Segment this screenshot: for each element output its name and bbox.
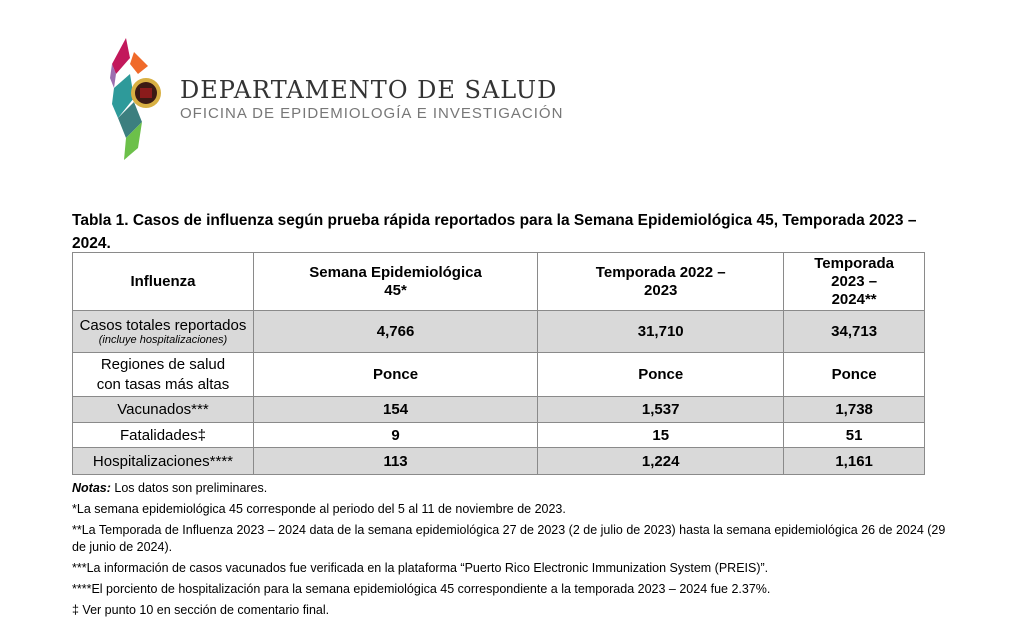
row-label: Regiones de salud con tasas más altas: [72, 352, 254, 397]
cell: 4,766: [252, 310, 539, 353]
col-header: Influenza: [72, 252, 254, 311]
note: ‡ Ver punto 10 en sección de comentario …: [72, 602, 330, 617]
table-row: Vacunados*** 154 1,537 1,738: [72, 396, 925, 423]
col-header: Temporada 2022 – 2023: [537, 252, 785, 311]
cell: 51: [783, 422, 925, 448]
note: ***La información de casos vacunados fue…: [72, 560, 769, 575]
influenza-table: Influenza Semana Epidemiológica 45* Temp…: [72, 252, 925, 475]
office-name: OFICINA DE EPIDEMIOLOGÍA E INVESTIGACIÓN: [180, 105, 564, 122]
cell: 34,713: [783, 310, 925, 353]
note-intro: Notas: Los datos son preliminares.: [72, 480, 952, 497]
table-row: Regiones de salud con tasas más altas Po…: [72, 352, 925, 397]
department-logo: [110, 38, 161, 160]
note: **La Temporada de Influenza 2023 – 2024 …: [72, 523, 946, 554]
row-label: Vacunados***: [72, 396, 254, 423]
col-header: Temporada 2023 – 2024**: [783, 252, 925, 311]
cell: 9: [252, 422, 539, 448]
cell: Ponce: [537, 352, 785, 397]
cell: 1,537: [537, 396, 785, 423]
cell: 15: [537, 422, 785, 448]
row-label: Hospitalizaciones****: [72, 447, 254, 475]
cell: 113: [252, 447, 539, 475]
row-label-text: Casos totales reportados: [79, 317, 247, 334]
row-sublabel: (incluye hospitalizaciones): [98, 334, 228, 346]
cell: 1,224: [537, 447, 785, 475]
cell: 31,710: [537, 310, 785, 353]
department-name: DEPARTAMENTO DE SALUD: [180, 76, 558, 104]
notes: Notas: Los datos son preliminares. *La s…: [72, 480, 952, 623]
notes-label: Notas:: [72, 481, 111, 495]
row-label: Fatalidades‡: [72, 422, 254, 448]
note: *La semana epidemiológica 45 corresponde…: [72, 502, 566, 516]
cell: 1,738: [783, 396, 925, 423]
cell: 154: [252, 396, 539, 423]
table-title: Tabla 1. Casos de influenza según prueba…: [72, 212, 917, 252]
table-row: Casos totales reportados (incluye hospita…: [72, 310, 925, 353]
row-label: Casos totales reportados (incluye hospita…: [72, 310, 254, 353]
cell: 1,161: [783, 447, 925, 475]
cell: Ponce: [783, 352, 925, 397]
note-text: Los datos son preliminares.: [110, 481, 268, 495]
col-header: Semana Epidemiológica 45*: [252, 252, 539, 311]
note: ****El porciento de hospitalización para…: [72, 581, 771, 596]
table-row: Fatalidades‡ 9 15 51: [72, 422, 925, 448]
table-row: Hospitalizaciones**** 113 1,224 1,161: [72, 447, 925, 475]
table-header-row: Influenza Semana Epidemiológica 45* Temp…: [72, 252, 925, 311]
cell: Ponce: [252, 352, 539, 397]
